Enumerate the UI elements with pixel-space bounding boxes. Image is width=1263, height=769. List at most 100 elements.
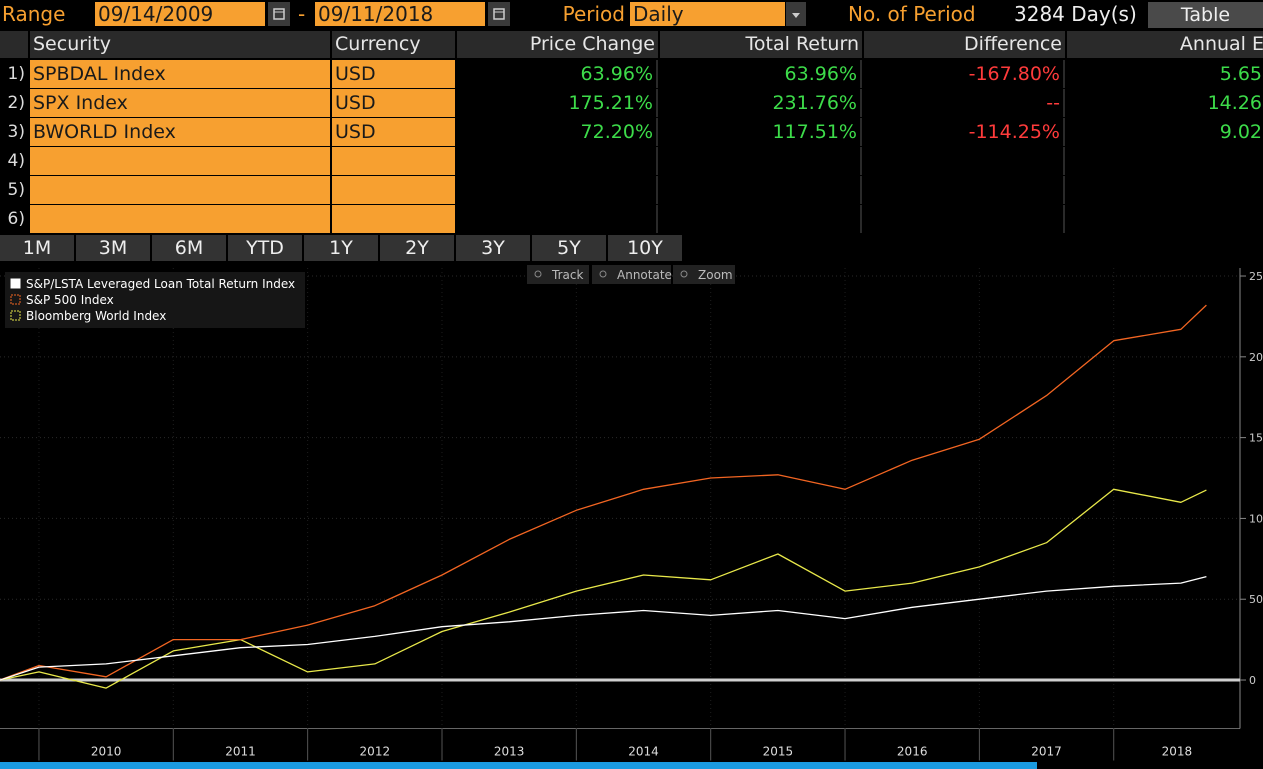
y-tick-label: 0 bbox=[1249, 674, 1256, 687]
input-cell[interactable] bbox=[30, 147, 330, 175]
x-tick-label: 2010 bbox=[91, 745, 122, 759]
y-tick-label: 150 bbox=[1249, 432, 1263, 445]
y-tick-label: 250 bbox=[1249, 270, 1263, 283]
range-button[interactable]: 1Y bbox=[304, 235, 378, 261]
value-cell bbox=[660, 176, 862, 204]
legend-swatch bbox=[10, 310, 21, 321]
tool-button bbox=[592, 265, 671, 284]
period-label: Period bbox=[562, 2, 625, 26]
dropdown-button[interactable] bbox=[786, 2, 806, 26]
value-cell bbox=[457, 147, 658, 175]
value-cell bbox=[1067, 147, 1263, 175]
value-cell: 9.02 bbox=[1067, 118, 1263, 146]
dropdown-arrow bbox=[792, 13, 800, 18]
value-cell: 231.76% bbox=[660, 89, 862, 117]
value-cell: 117.51% bbox=[660, 118, 862, 146]
value-cell bbox=[660, 147, 862, 175]
series-line bbox=[0, 488, 1207, 689]
x-tick-label: 2018 bbox=[1162, 745, 1193, 759]
input-cell[interactable] bbox=[332, 205, 455, 233]
tool-icon bbox=[534, 270, 542, 278]
column-header: Difference bbox=[864, 31, 1065, 58]
input-cell[interactable]: BWORLD Index bbox=[30, 118, 330, 146]
range-button[interactable]: 2Y bbox=[380, 235, 454, 261]
series-line bbox=[0, 575, 1207, 681]
range-button[interactable]: 3Y bbox=[456, 235, 530, 261]
row-number: 5) bbox=[7, 180, 25, 200]
value-cell bbox=[864, 147, 1065, 175]
range-button[interactable]: 5Y bbox=[532, 235, 606, 261]
column-header: Price Change bbox=[457, 31, 658, 58]
legend-swatch bbox=[10, 278, 21, 289]
value-cell: 14.26 bbox=[1067, 89, 1263, 117]
series-line bbox=[0, 304, 1207, 681]
x-tick-label: 2017 bbox=[1031, 745, 1062, 759]
chart-tool[interactable]: Track bbox=[527, 265, 589, 284]
range-button[interactable]: 1M bbox=[0, 235, 74, 261]
row-number: 3) bbox=[7, 122, 25, 142]
x-tick-label: 2013 bbox=[494, 745, 525, 759]
value-cell: -- bbox=[864, 89, 1065, 117]
legend-label: Bloomberg World Index bbox=[26, 309, 166, 323]
value-cell bbox=[864, 176, 1065, 204]
row-number: 1) bbox=[7, 64, 25, 84]
value-cell bbox=[660, 205, 862, 233]
legend-label: S&P/LSTA Leveraged Loan Total Return Ind… bbox=[26, 277, 295, 291]
calendar-icon bbox=[493, 8, 505, 20]
range-button[interactable]: 3M bbox=[76, 235, 150, 261]
calendar-button[interactable] bbox=[268, 2, 290, 26]
x-tick-label: 2015 bbox=[763, 745, 794, 759]
value-cell: -167.80% bbox=[864, 60, 1065, 88]
table-button[interactable]: Table bbox=[1148, 2, 1263, 28]
periods-count: 3284 Day(s) bbox=[1014, 2, 1137, 26]
period-select[interactable]: Daily bbox=[630, 2, 785, 26]
range-button[interactable]: YTD bbox=[228, 235, 302, 261]
value-cell bbox=[1067, 176, 1263, 204]
legend-label: S&P 500 Index bbox=[26, 293, 114, 307]
x-tick-label: 2016 bbox=[897, 745, 928, 759]
tool-icon bbox=[680, 270, 688, 278]
input-cell[interactable]: SPX Index bbox=[30, 89, 330, 117]
date-separator: - bbox=[298, 2, 306, 26]
input-cell[interactable]: USD bbox=[332, 118, 455, 146]
range-button[interactable]: 10Y bbox=[608, 235, 682, 261]
x-tick-label: 2011 bbox=[225, 745, 256, 759]
input-cell[interactable] bbox=[332, 176, 455, 204]
chart-tool[interactable]: Zoom bbox=[673, 265, 735, 284]
input-cell[interactable]: USD bbox=[332, 89, 455, 117]
input-cell[interactable]: USD bbox=[332, 60, 455, 88]
legend-swatch bbox=[10, 294, 21, 305]
header-corner bbox=[0, 31, 28, 58]
value-cell: 175.21% bbox=[457, 89, 658, 117]
tool-button bbox=[527, 265, 589, 284]
tool-icon bbox=[599, 270, 607, 278]
chart: 0 50 100 150 200 250 2010 2011 2012 2013 2014 2015 2… bbox=[0, 265, 1263, 761]
input-cell[interactable]: SPBDAL Index bbox=[30, 60, 330, 88]
range-button[interactable]: 6M bbox=[152, 235, 226, 261]
input-cell[interactable] bbox=[30, 205, 330, 233]
value-cell: 63.96% bbox=[457, 60, 658, 88]
scrollbar[interactable] bbox=[0, 762, 1037, 769]
column-header: Currency bbox=[332, 31, 455, 58]
tool-label: Annotate bbox=[617, 268, 672, 282]
input-cell[interactable] bbox=[30, 176, 330, 204]
start-date-input[interactable]: 09/14/2009 bbox=[95, 2, 265, 26]
value-cell bbox=[1067, 205, 1263, 233]
value-cell: -114.25% bbox=[864, 118, 1065, 146]
column-header: Total Return bbox=[660, 31, 862, 58]
calendar-button[interactable] bbox=[488, 2, 510, 26]
y-tick-label: 200 bbox=[1249, 351, 1263, 364]
input-cell[interactable] bbox=[332, 147, 455, 175]
periods-label: No. of Period bbox=[848, 2, 976, 26]
tool-button bbox=[673, 265, 735, 284]
row-number: 4) bbox=[7, 151, 25, 171]
chart-tool[interactable]: Annotate bbox=[592, 265, 672, 284]
x-tick-label: 2014 bbox=[628, 745, 659, 759]
end-date-input[interactable]: 09/11/2018 bbox=[315, 2, 485, 26]
x-tick-label: 2012 bbox=[360, 745, 391, 759]
calendar-icon bbox=[273, 8, 285, 20]
row-number: 6) bbox=[7, 209, 25, 229]
value-cell: 72.20% bbox=[457, 118, 658, 146]
value-cell bbox=[457, 205, 658, 233]
